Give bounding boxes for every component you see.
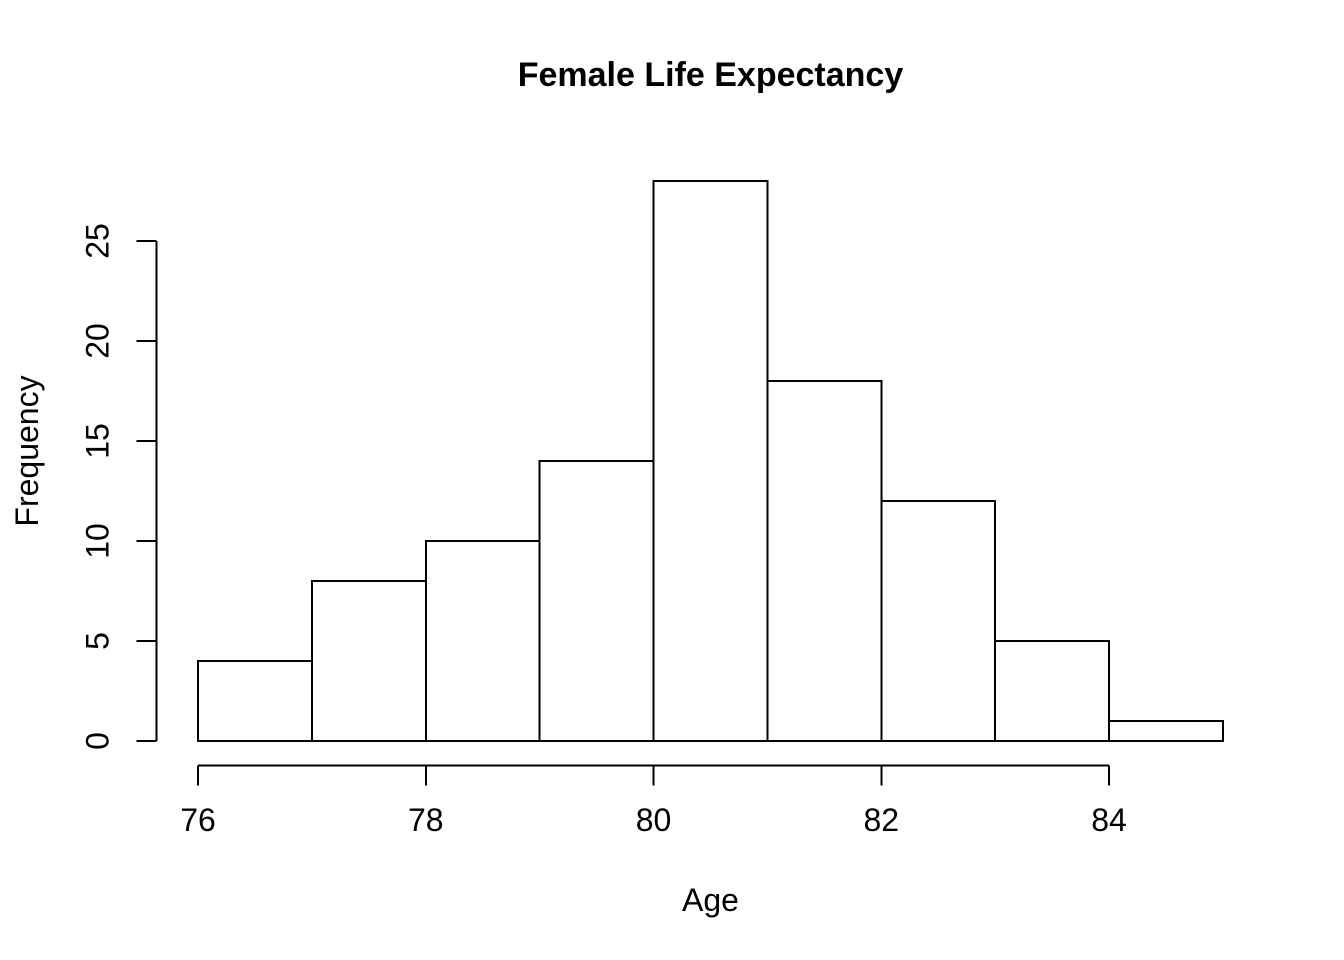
histogram-bar xyxy=(538,460,655,742)
histogram-bar xyxy=(310,580,427,742)
histogram-bar xyxy=(994,640,1110,742)
x-tick-label: 80 xyxy=(636,802,672,838)
y-axis-label: Frequency xyxy=(9,375,45,527)
histogram-bar xyxy=(652,180,769,742)
chart-title: Female Life Expectancy xyxy=(517,56,904,94)
histogram-bar xyxy=(880,500,997,742)
y-tick-label: 5 xyxy=(79,632,115,650)
x-tick-label: 84 xyxy=(1091,802,1127,838)
histogram-bar xyxy=(1108,720,1224,742)
x-axis-label: Age xyxy=(682,882,739,918)
y-tick-label: 15 xyxy=(79,423,115,459)
x-tick-label: 78 xyxy=(408,802,444,838)
y-tick-label: 25 xyxy=(79,223,115,259)
histogram-bar xyxy=(766,380,883,742)
histogram-bar xyxy=(424,540,541,742)
y-tick-label: 0 xyxy=(79,732,115,750)
histogram-bar xyxy=(197,660,313,742)
x-tick-label: 82 xyxy=(863,802,899,838)
x-tick-label: 76 xyxy=(180,802,216,838)
y-tick-label: 20 xyxy=(79,323,115,359)
y-tick-label: 10 xyxy=(79,523,115,559)
